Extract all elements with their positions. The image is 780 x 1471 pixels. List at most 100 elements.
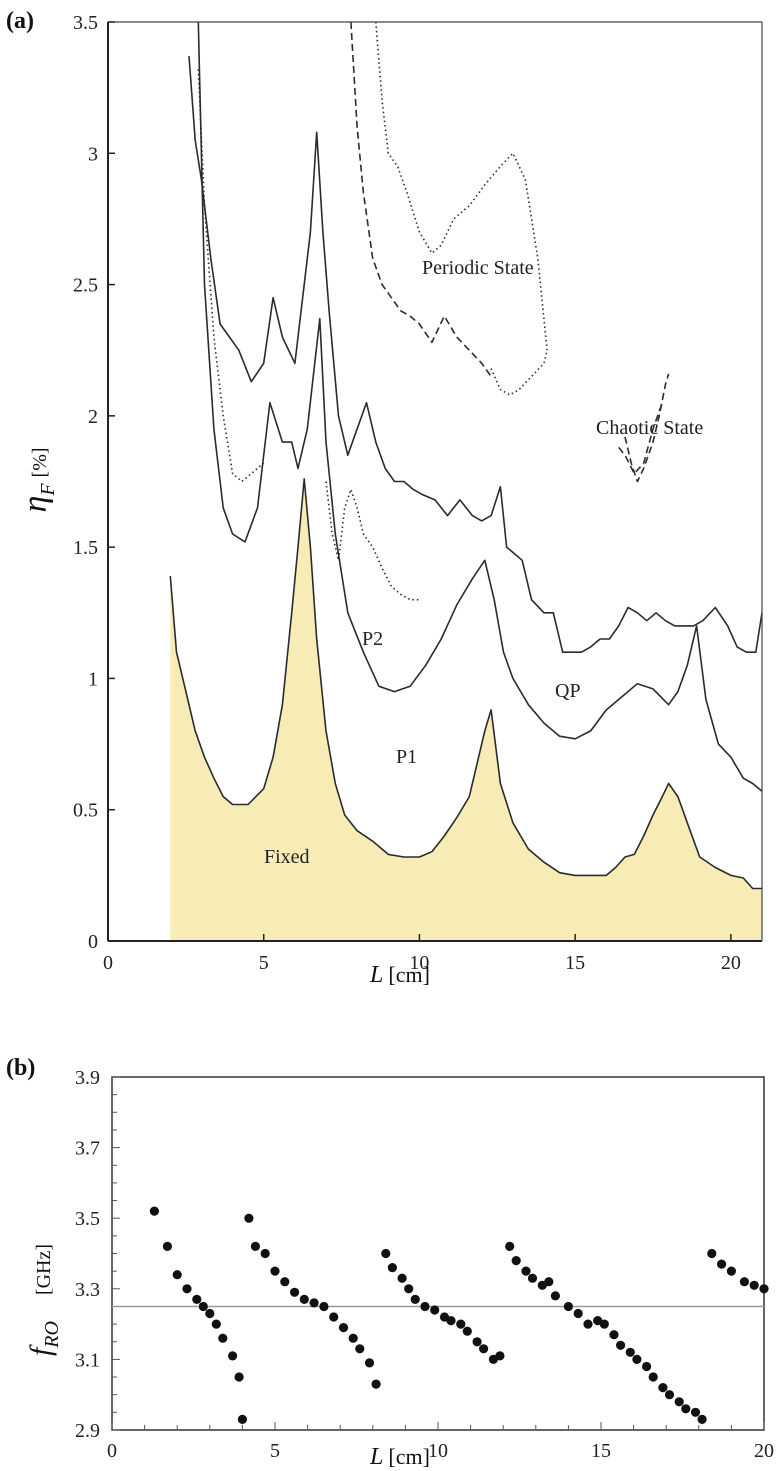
y-tick-label-b: 3.3 [75,1279,100,1301]
data-point [364,1358,375,1368]
data-point [250,1241,260,1251]
data-point [583,1319,593,1329]
data-point [371,1379,381,1389]
boundary-line-3 [197,69,265,483]
y-tick-labels: 0 0.5 1 1.5 2 2.5 3 3.5 [73,12,115,953]
x-axis-var-a: L [369,962,383,988]
data-point [609,1330,619,1340]
x-tick-label-b: 15 [591,1440,611,1462]
annotation-chaotic-state: Chaotic State [596,417,703,439]
y-tick-label: 3 [88,143,98,165]
x-axis-title-b: L [cm] [369,1444,430,1470]
data-point [309,1298,319,1308]
y-tick-label: 2.5 [73,275,98,297]
panel-a-label: (a) [6,8,34,34]
annotation-periodic-state: Periodic State [422,257,534,279]
data-point [234,1372,244,1382]
y-axis-sub-b: RO [41,1321,63,1349]
boundary-line-0 [169,478,762,890]
data-point [599,1319,609,1329]
fixed-area [170,478,763,941]
boundary-line-4 [325,481,420,601]
boundary-line-7 [490,350,548,396]
data-point [563,1301,574,1312]
x-axis-title-a: L [cm] [369,962,430,988]
y-tick-label: 3.5 [73,12,98,34]
data-point [505,1241,515,1251]
annotation-p1: P1 [396,746,417,768]
data-point [674,1397,684,1407]
x-tick-labels-b: 0 5 10 15 20 [107,1440,774,1462]
data-point [260,1248,270,1259]
data-point [319,1301,329,1312]
data-point [511,1256,521,1266]
data-point [544,1277,554,1287]
x-tick-label-b: 20 [754,1440,774,1462]
fixed-region-fill [170,478,763,941]
data-point [759,1284,769,1294]
data-point [717,1259,727,1269]
annotation-fixed: Fixed [264,846,310,868]
data-point [690,1407,701,1417]
x-tick-label: 5 [259,952,269,974]
data-point [739,1277,750,1287]
x-tick-label: 10 [409,952,429,974]
y-tick-label: 1 [88,668,98,690]
data-point [697,1414,707,1424]
x-tick-label: 20 [721,952,741,974]
y-axis-title-a: ηF [%] [17,447,59,512]
annotation-qp: QP [555,680,581,702]
x-tick-label-b: 10 [428,1440,448,1462]
x-axis-var-b: L [369,1444,383,1470]
x-tick-label-b: 5 [270,1440,280,1462]
panel-b: (b) 2.93.13.33.53.73.9 0 5 10 15 20 L [cm] fR… [6,1055,774,1470]
data-point [192,1294,202,1304]
data-point [446,1316,456,1326]
data-point [299,1294,309,1304]
boundary-line-1 [197,21,763,792]
panel-b-frame [111,1076,765,1431]
data-point [479,1344,489,1354]
data-point [149,1206,159,1216]
data-point [387,1263,397,1273]
x-tick-labels: 0 5 10 15 20 [103,934,741,974]
y-tick-label-b: 3.1 [75,1349,100,1371]
data-point [290,1287,300,1297]
data-point [397,1273,407,1283]
data-point [205,1308,215,1319]
boundary-line-5 [350,21,492,377]
data-point [495,1351,505,1361]
data-point [420,1301,430,1312]
data-point [616,1340,626,1350]
y-axis-sub-a: F [37,483,59,497]
data-point [707,1248,717,1259]
data-point [228,1351,238,1361]
data-point [348,1333,358,1343]
y-tick-label: 2 [88,406,98,428]
scatter-points [149,1206,769,1424]
data-point [270,1266,280,1276]
y-tick-label-b: 2.9 [75,1420,100,1442]
data-point [430,1305,440,1315]
data-point [472,1337,482,1347]
data-point [280,1277,290,1287]
data-point [681,1404,691,1414]
y-axis-title-b: fRO[GHz] [24,1244,63,1356]
data-point [749,1280,759,1290]
data-point [244,1213,254,1223]
data-point [329,1312,339,1322]
data-point [625,1347,635,1357]
boundary-line-2 [188,56,763,654]
data-point [456,1319,466,1329]
x-tick-label: 0 [103,952,113,974]
y-tick-label: 1.5 [73,537,98,559]
data-point [338,1323,349,1333]
boundary-line-9 [618,402,664,475]
x-tick-label-b: 0 [107,1440,117,1462]
y-tick-label: 0.5 [73,800,98,822]
x-axis-unit-b: [cm] [388,1444,430,1469]
y-tick-label-b: 3.5 [75,1208,100,1230]
x-tick-label: 15 [565,952,585,974]
y-axis-unit-b: [GHz] [33,1244,55,1295]
